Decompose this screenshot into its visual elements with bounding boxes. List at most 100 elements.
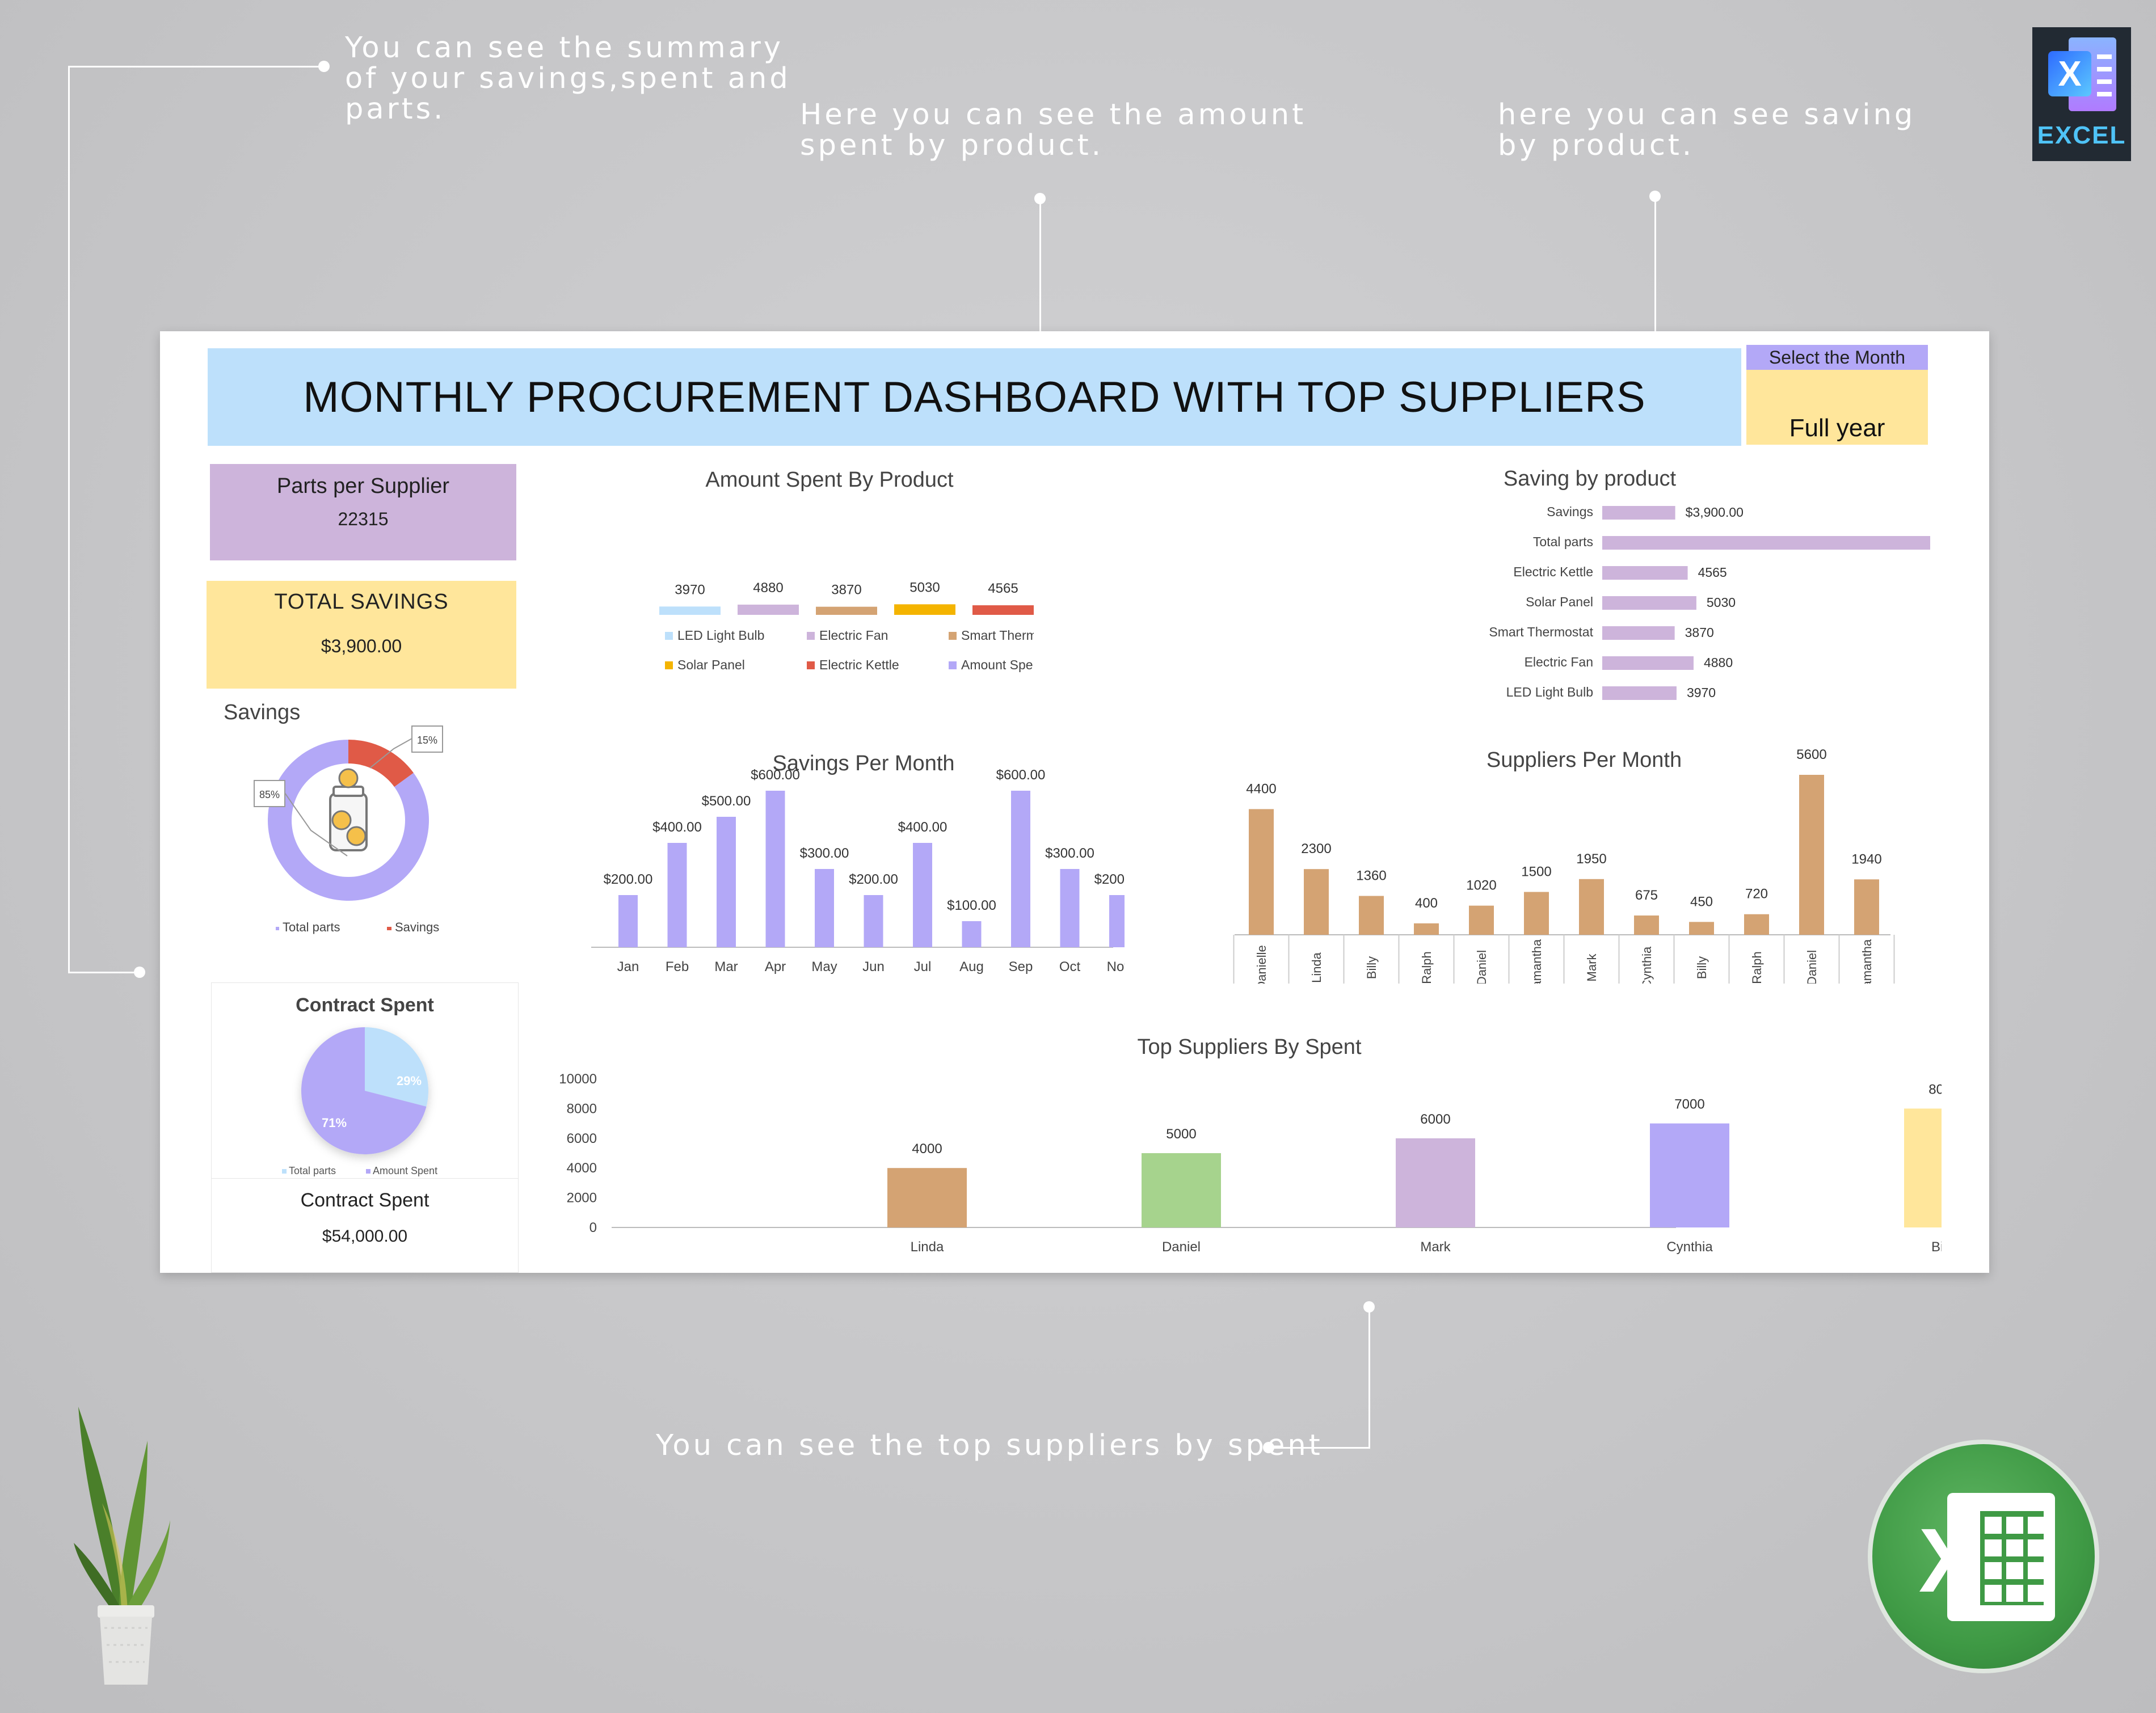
total-savings-label: TOTAL SAVINGS: [274, 590, 449, 614]
data-label: 400: [1415, 896, 1438, 911]
legend-label: Electric Fan: [819, 628, 888, 643]
total-savings-card: TOTAL SAVINGS $3,900.00: [207, 581, 516, 689]
category-label: LED Light Bulb: [1506, 685, 1593, 699]
supplier-label: Samantha: [1860, 939, 1874, 984]
tick-label: Billy: [1931, 1239, 1942, 1255]
legend-label: Electric Kettle: [819, 657, 899, 672]
data-label: $300.00: [800, 846, 849, 861]
supplier-label: Ralph: [1420, 951, 1434, 984]
supplier-label: Mark: [1585, 953, 1599, 982]
parts-per-supplier-value: 22315: [338, 509, 389, 529]
data-label: 675: [1635, 888, 1658, 903]
total-savings-value: $3,900.00: [321, 636, 402, 656]
legend-swatch: [949, 632, 957, 640]
bar: [765, 791, 785, 947]
data-label: 4400: [1246, 781, 1276, 796]
category-label: Solar Panel: [1526, 594, 1593, 609]
bar: [1396, 1138, 1475, 1227]
callout-saving: here you can see saving by product.: [1498, 98, 1916, 162]
y-tick-label: 10000: [559, 1071, 597, 1087]
select-month-dropdown[interactable]: Full year: [1746, 370, 1928, 445]
tick-label: Nov: [1107, 959, 1125, 974]
bar: [1359, 896, 1384, 935]
tick-label: Jul: [914, 959, 932, 974]
legend-label: Solar Panel: [677, 657, 745, 672]
bar: [738, 604, 799, 615]
chart-title: Top Suppliers By Spent: [1137, 1035, 1361, 1059]
legend-swatch: [665, 661, 673, 669]
pie-label-amount-spent: 71%: [322, 1116, 347, 1130]
donut-slice-total-parts: [268, 740, 429, 901]
supplier-label: Cynthia: [1640, 946, 1654, 984]
supplier-label: Billy: [1365, 956, 1379, 979]
data-label: 7000: [1674, 1097, 1704, 1112]
chart-title: Savings Per Month: [772, 752, 954, 775]
legend-total-parts: Total parts: [283, 920, 340, 934]
data-label: $200.00: [604, 872, 653, 887]
data-label: 5030: [1707, 595, 1736, 610]
tick-label: Apr: [765, 959, 786, 974]
bar: [1142, 1153, 1221, 1227]
data-label: 1940: [1851, 851, 1881, 867]
data-label: 1500: [1521, 864, 1551, 879]
bar: [1304, 869, 1329, 935]
chart-title: Amount Spent By Product: [705, 468, 954, 492]
connector-amount-v: [1039, 199, 1041, 332]
data-label: 5030: [909, 580, 940, 595]
data-label: 3970: [675, 582, 705, 597]
y-tick-label: 6000: [567, 1131, 597, 1146]
savings-donut-chart: Savings 15% 85% Total parts Savings: [224, 701, 443, 934]
connector-dot: [1649, 191, 1661, 202]
bar: [815, 869, 834, 947]
bar: [1602, 686, 1677, 700]
bar: [1524, 892, 1549, 935]
tick-label: Jun: [862, 959, 885, 974]
data-label: $600.00: [751, 767, 800, 783]
bar: [1854, 879, 1879, 935]
excel-logo-letter: X: [1918, 1509, 1980, 1611]
y-tick-label: 8000: [567, 1101, 597, 1116]
data-label: 8000: [1928, 1082, 1942, 1097]
connector-dot: [1263, 1442, 1274, 1453]
excel-badge-label: EXCEL: [2037, 121, 2126, 149]
bar: [1602, 656, 1694, 670]
chart-title: Saving by product: [1504, 467, 1677, 491]
contract-spent-chart-title: Contract Spent: [296, 994, 434, 1016]
data-label: 2300: [1301, 841, 1331, 857]
connector-summary-h-top: [68, 66, 323, 67]
data-label: 4565: [1698, 565, 1727, 580]
supplier-label: Danielle: [1254, 945, 1269, 984]
plant-image: [62, 1407, 187, 1690]
tick-label: Mar: [714, 959, 738, 974]
amount-spent-by-product-chart: Amount Spent By Product 3970 4880 3870 5030…: [659, 468, 1034, 672]
tick-label: Jan: [617, 959, 639, 974]
bar: [1249, 809, 1274, 935]
data-label: $600.00: [996, 767, 1046, 783]
savings-per-month-chart: Savings Per Month $200.00 Jan $400.00 Feb $5…: [591, 752, 1125, 974]
connector-top-v: [1368, 1307, 1370, 1449]
supplier-label: Ralph: [1750, 951, 1764, 984]
data-label: 5000: [1166, 1126, 1196, 1142]
tick-label: Sep: [1009, 959, 1033, 974]
contract-spent-panel: Contract Spent 29% 71% Total parts Amoun…: [211, 982, 519, 1273]
saving-by-product-chart: Saving by product Savings $3,900.00 Total …: [1489, 467, 1930, 700]
data-label: 5600: [1796, 747, 1826, 762]
connector-saving-v: [1654, 196, 1656, 332]
bar: [887, 1168, 967, 1227]
excel-doc-icon: X: [2048, 37, 2116, 113]
bar: [618, 895, 638, 947]
data-label: $300.00: [1045, 846, 1094, 861]
callout-top-suppliers: You can see the top suppliers by spent: [656, 1429, 1323, 1462]
category-label: Electric Kettle: [1513, 564, 1593, 579]
legend-swatch: [807, 632, 815, 640]
connector-dot: [1363, 1301, 1375, 1313]
legend-savings: Savings: [395, 920, 439, 934]
contract-spent-pie-chart: 29% 71% Total parts Amount Spent: [282, 1027, 437, 1176]
data-label: 3870: [831, 583, 861, 598]
y-tick-label: 2000: [567, 1191, 597, 1206]
callout-amount-spent: Here you can see the amount spent by pro…: [800, 98, 1307, 162]
donut-label-total-parts: 85%: [259, 789, 280, 800]
bar: [1602, 506, 1675, 520]
bar: [894, 604, 955, 615]
supplier-label: Linda: [1309, 952, 1324, 983]
